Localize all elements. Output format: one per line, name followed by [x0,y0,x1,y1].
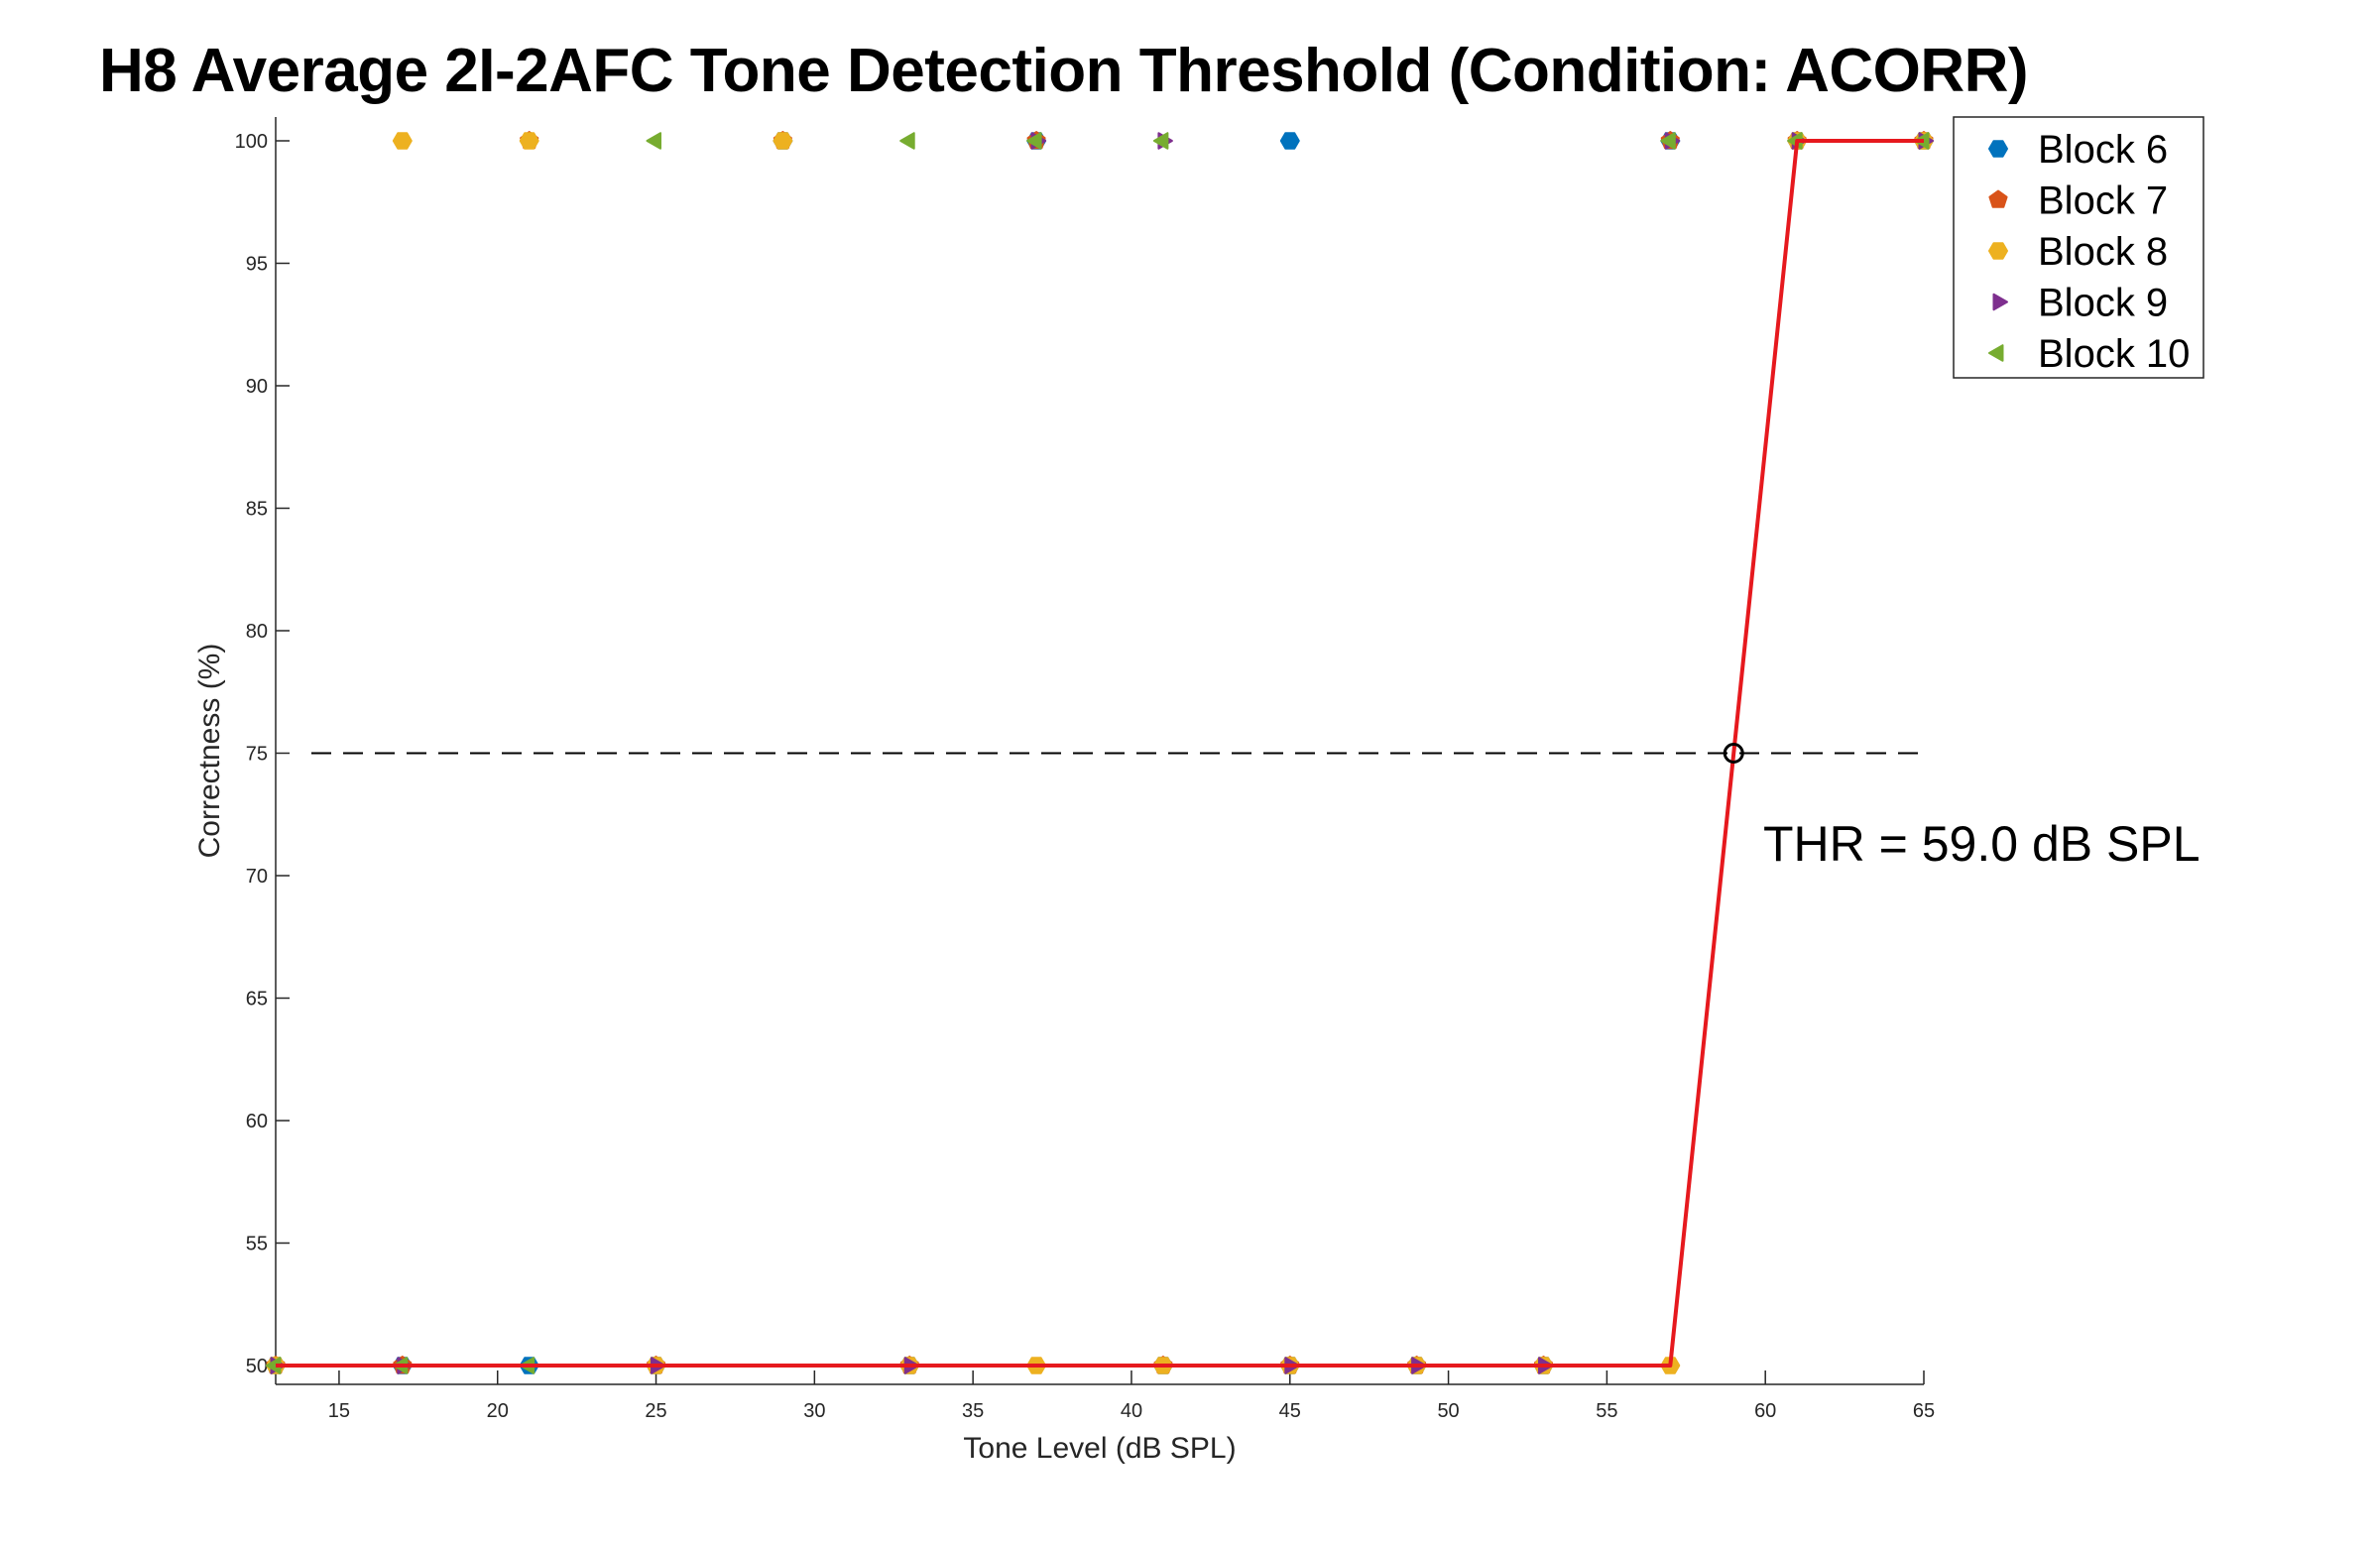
data-point-block-10 [899,132,915,150]
y-tick-label: 55 [246,1234,268,1255]
y-tick-label: 75 [246,744,268,766]
y-tick-label: 85 [246,499,268,521]
legend-label: Block 9 [2038,282,2168,325]
y-tick-label: 100 [235,131,268,153]
x-tick-label: 50 [1437,1400,1459,1422]
legend-marker [1988,189,2008,208]
x-tick-label: 15 [328,1400,350,1422]
y-tick-label: 80 [246,621,268,643]
data-point-block-8 [519,132,539,150]
legend-label: Block 10 [2038,332,2190,376]
legend-marker [1988,242,2008,260]
y-tick-label: 60 [246,1111,268,1132]
x-tick-label: 20 [487,1400,509,1422]
data-point-block-10 [646,132,661,150]
x-tick-label: 40 [1121,1400,1142,1422]
fit-line [276,139,1924,1368]
x-tick-label: 55 [1596,1400,1617,1422]
x-tick-label: 60 [1754,1400,1776,1422]
threshold-marker [1723,743,1744,764]
threshold-annotation: THR = 59.0 dB SPL [1763,816,2201,872]
x-axis-label: Tone Level (dB SPL) [963,1432,1236,1465]
data-point-block-10 [1152,132,1169,150]
axis-ticks: 15 20 25 30 35 40 45 50 55 60 65 50 55 60 65 70 75 80 85 90… [235,131,1936,1422]
y-tick-label: 90 [246,376,268,398]
x-tick-label: 25 [645,1400,666,1422]
y-axis-label: Correctness (%) [193,644,226,859]
x-tick-label: 65 [1913,1400,1935,1422]
legend-marker [1988,140,2008,158]
x-tick-label: 30 [803,1400,825,1422]
data-point-block-8 [392,132,413,150]
legend-label: Block 8 [2038,230,2168,274]
data-point-block-8 [773,132,793,150]
axes [275,117,1924,1385]
y-tick-label: 50 [246,1356,268,1377]
legend-label: Block 7 [2038,179,2168,223]
data-point-block-10 [1660,132,1676,150]
y-tick-label: 65 [246,989,268,1011]
y-tick-label: 95 [246,254,268,276]
legend: Block 6 Block 7 Block 8 Block 9 Block 10 [1953,116,2204,379]
x-tick-label: 35 [962,1400,984,1422]
legend-marker [1988,344,2004,362]
legend-marker [1992,293,2008,311]
chart-title: H8 Average 2I-2AFC Tone Detection Thresh… [99,37,2029,105]
data-point-block-6 [1279,132,1300,150]
data-markers [266,131,1934,1374]
x-tick-label: 45 [1279,1400,1301,1422]
y-tick-label: 70 [246,866,268,888]
legend-label: Block 6 [2038,128,2168,172]
data-point-block-10 [1026,132,1042,150]
